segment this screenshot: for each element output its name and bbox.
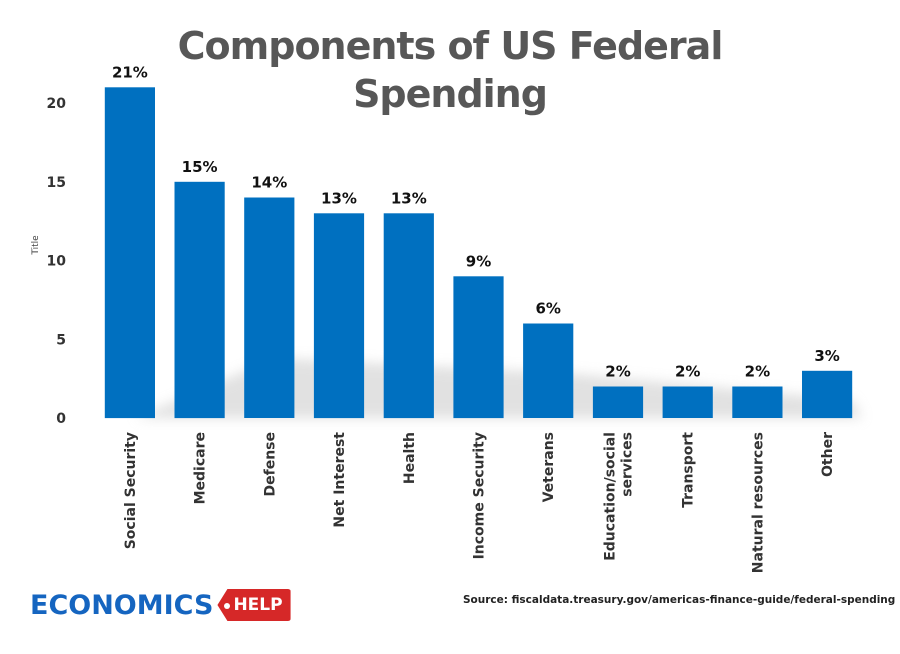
data-label: 13% <box>391 189 427 207</box>
data-label: 2% <box>675 363 700 381</box>
x-tick-label: Income Security <box>472 432 488 559</box>
y-tick-label: 5 <box>56 332 66 348</box>
x-tick-text: Natural resources <box>750 432 766 573</box>
data-label: 15% <box>182 158 218 176</box>
data-label: 2% <box>745 363 770 381</box>
y-tick-label: 0 <box>56 411 66 427</box>
x-tick-text: Income Security <box>472 432 488 559</box>
bar-natural-resources <box>732 386 783 418</box>
bar-defense <box>244 197 295 418</box>
x-tick-text: Other <box>820 432 836 477</box>
economics-help-logo[interactable]: ECONOMICS HELP <box>30 587 291 623</box>
x-tick-label: Natural resources <box>750 432 766 573</box>
data-label: 6% <box>535 300 560 318</box>
x-tick-text: Defense <box>262 432 278 497</box>
logo-tag-text: HELP <box>233 595 283 615</box>
x-tick-text: Medicare <box>193 432 209 504</box>
logo-wordmark: ECONOMICS <box>30 589 214 621</box>
bar-veterans <box>523 323 574 418</box>
x-tick-label: Transport <box>681 432 697 508</box>
data-label: 9% <box>466 252 491 270</box>
x-tick-label: Education/social services <box>603 432 636 561</box>
data-label: 14% <box>251 174 287 192</box>
y-tick-label: 20 <box>47 96 67 112</box>
logo-tag: HELP <box>217 589 291 621</box>
x-tick-text: services <box>620 432 636 497</box>
data-label: 21% <box>112 63 148 81</box>
logo-tag-hole <box>224 603 231 609</box>
bar-education-social-services <box>592 386 644 418</box>
y-tick-label: 15 <box>47 175 66 191</box>
data-label: 3% <box>814 347 839 365</box>
x-tick-label: Defense <box>262 432 278 497</box>
x-tick-label: Veterans <box>541 432 557 502</box>
x-tick-text: Health <box>402 432 418 484</box>
x-tick-text: Transport <box>681 432 697 508</box>
chart-title: Components of US Federal Spending <box>177 24 724 116</box>
x-tick-label: Medicare <box>193 432 209 504</box>
bar-medicare <box>174 181 225 419</box>
bar-health <box>383 213 434 419</box>
x-tick-label: Other <box>820 432 836 477</box>
bar-transport <box>662 386 713 418</box>
x-tick-label: Social Security <box>123 432 139 549</box>
x-tick-text: Veterans <box>541 432 557 502</box>
x-tick-text: Social Security <box>123 432 139 549</box>
bar-social-security <box>104 87 155 419</box>
y-tick-label: 10 <box>47 254 67 270</box>
x-tick-text: Net Interest <box>332 432 348 528</box>
bar-net-interest <box>313 213 365 419</box>
source-note: Source: fiscaldata.treasury.gov/americas… <box>463 594 896 606</box>
data-label: 13% <box>321 189 357 207</box>
data-label: 2% <box>605 363 630 381</box>
x-tick-label: Health <box>402 432 418 484</box>
bar-other <box>802 370 853 419</box>
x-tick-label: Net Interest <box>332 432 348 528</box>
bar-income-security <box>453 276 504 419</box>
x-tick-text: Education/social <box>603 432 619 561</box>
